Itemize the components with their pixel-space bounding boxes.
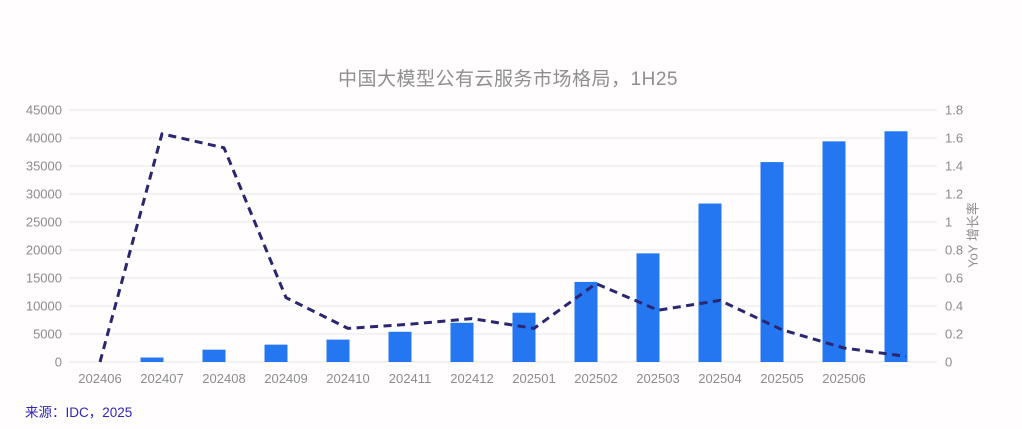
- bar-202505: [760, 162, 784, 362]
- left-axis-tick-label: 30000: [26, 187, 62, 202]
- x-axis-tick-label: 202501: [512, 371, 555, 386]
- right-axis-tick-label: 1.6: [945, 131, 963, 146]
- right-axis-tick-label: 1.8: [945, 103, 963, 118]
- x-axis-tick-label: 202505: [760, 371, 803, 386]
- bar-202412: [450, 322, 474, 362]
- x-axis-tick-label: 202412: [450, 371, 493, 386]
- right-axis-tick-label: 0.8: [945, 243, 963, 258]
- right-axis-tick-label: 1: [945, 215, 952, 230]
- x-axis-tick-label: 202411: [389, 371, 431, 386]
- right-axis-tick-label: 0: [945, 355, 952, 370]
- x-axis-tick-label: 202410: [326, 371, 369, 386]
- x-axis-tick-label: 202406: [78, 371, 121, 386]
- left-axis-tick-label: 20000: [26, 243, 62, 258]
- left-axis-tick-label: 15000: [26, 271, 62, 286]
- left-axis-tick-label: 40000: [26, 131, 62, 146]
- x-axis-tick-label: 202504: [698, 371, 741, 386]
- bar-202407: [140, 357, 164, 362]
- x-axis-tick-label: 202409: [264, 371, 307, 386]
- bar-202502: [574, 281, 598, 362]
- x-axis-tick-label: 202408: [202, 371, 245, 386]
- x-axis-tick-label: 202503: [636, 371, 679, 386]
- left-axis-tick-label: 25000: [26, 215, 62, 230]
- right-axis-title: YoY 增长率: [965, 202, 981, 268]
- source-note: 来源：IDC，2025: [25, 405, 133, 420]
- x-axis-tick-label: 202502: [574, 371, 617, 386]
- x-axis-tick-label: 202506: [822, 371, 865, 386]
- bar-202503: [636, 253, 660, 362]
- left-axis-tick-label: 10000: [26, 299, 62, 314]
- bar-202411: [388, 331, 412, 362]
- bar-extra: [884, 131, 908, 362]
- right-axis-tick-label: 0.2: [945, 327, 963, 342]
- left-axis-tick-label: 5000: [33, 327, 62, 342]
- bar-202506: [822, 141, 846, 362]
- bar-202501: [512, 312, 536, 362]
- x-axis-tick-label: 202407: [140, 371, 183, 386]
- bar-202409: [264, 344, 288, 362]
- bar-202504: [698, 203, 722, 362]
- bar-202408: [202, 349, 226, 362]
- right-axis-tick-label: 1.2: [945, 187, 963, 202]
- left-axis-tick-label: 35000: [26, 159, 62, 174]
- bar-202410: [326, 339, 350, 362]
- left-axis-tick-label: 45000: [26, 103, 62, 118]
- right-axis-tick-label: 1.4: [945, 159, 963, 174]
- yoy-growth-line: [98, 132, 907, 363]
- left-axis-tick-label: 0: [55, 355, 62, 370]
- chart-title: 中国大模型公有云服务市场格局，1H25: [338, 69, 678, 90]
- right-axis-tick-label: 0.6: [945, 271, 963, 286]
- right-axis-tick-label: 0.4: [945, 299, 963, 314]
